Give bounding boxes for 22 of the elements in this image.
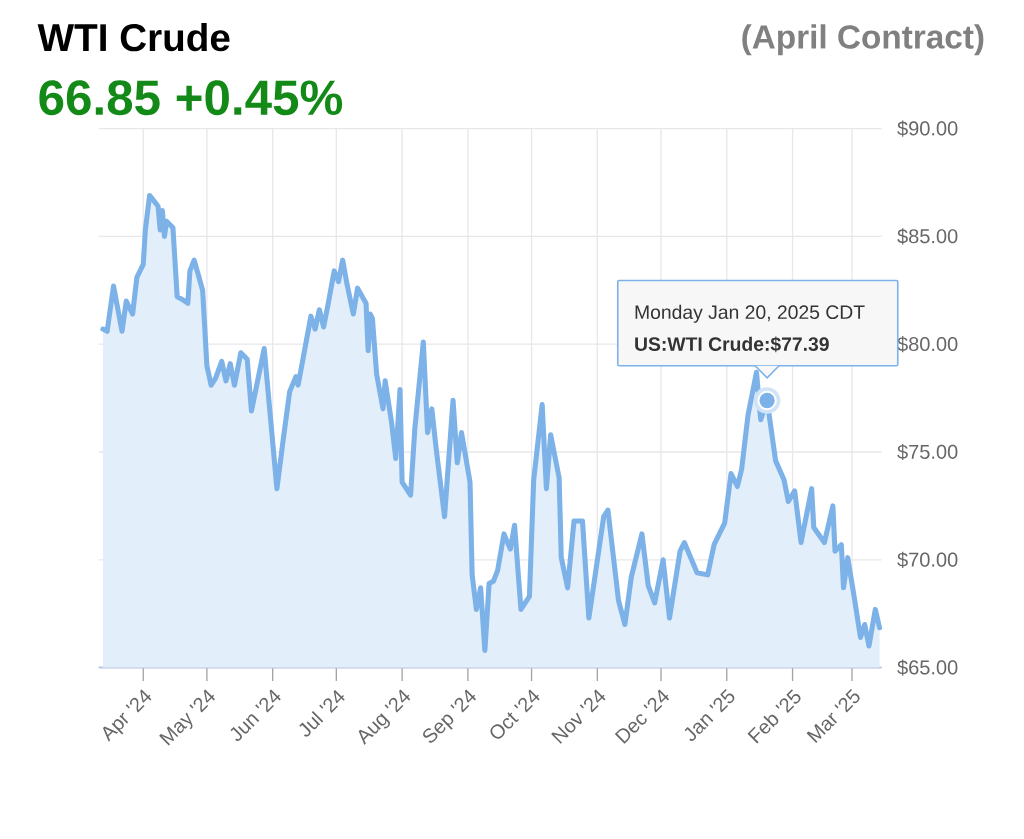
chart-subtitle: 66.85 +0.45% (39, 80, 343, 116)
y-tick-label: $70.00 (897, 551, 958, 568)
x-tick-label: Apr '24 (103, 689, 152, 742)
x-tick-label: Nov '24 (551, 689, 606, 744)
y-tick-label: $90.00 (897, 120, 958, 137)
annotation: US:WTI Crude:$77.39 (635, 336, 829, 353)
x-tick-label: Aug '24 (358, 689, 411, 745)
x-tick-label: Jan '25 (684, 688, 735, 741)
annotation: Monday Jan 20, 2025 CDT (635, 304, 865, 323)
text: (April Contract) (742, 24, 984, 56)
x-tick-label: Oct '24 (490, 689, 540, 739)
x-tick-label: Feb '25 (747, 689, 801, 744)
x-tick-label: Mar '25 (806, 688, 860, 744)
y-tick-label: $65.00 (897, 659, 958, 676)
x-tick-label: Jun '24 (230, 689, 281, 741)
x-tick-label: Jul '24 (299, 689, 345, 737)
x-tick-label: Sep '24 (423, 689, 476, 743)
chart-title: WTI Crude (37, 22, 230, 52)
x-tick-label: Dec '24 (614, 689, 670, 744)
y-tick-label: $75.00 (897, 443, 958, 461)
y-tick-label: $85.00 (897, 228, 958, 245)
y-tick-label: $80.00 (897, 336, 958, 353)
